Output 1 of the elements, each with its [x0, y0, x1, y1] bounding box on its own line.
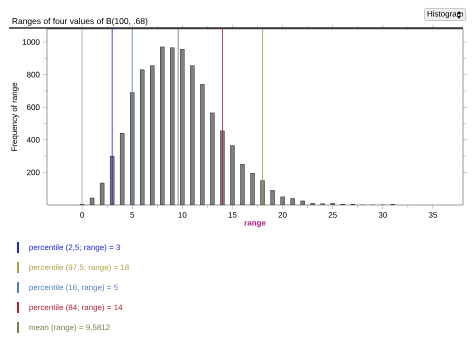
- chart-title: Ranges of four values of B(100, .68): [12, 18, 148, 26]
